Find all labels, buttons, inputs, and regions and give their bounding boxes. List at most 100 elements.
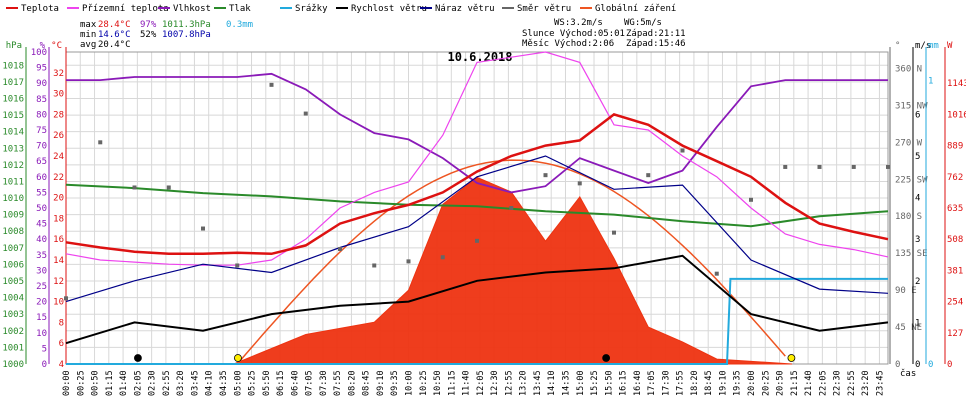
- wind-dir-point: [372, 263, 377, 268]
- info-moon-set: Západ:15:46: [626, 39, 686, 49]
- stat-text: 52%: [140, 30, 157, 40]
- x-tick-label: 13:20: [519, 370, 529, 396]
- axis-unit: W: [947, 41, 953, 51]
- axis-tick-label: 6: [59, 339, 64, 349]
- x-tick-label: 21:15: [790, 370, 800, 396]
- x-tick-label: 11:40: [462, 370, 472, 396]
- axis-tick-label: 508: [947, 235, 963, 245]
- axis-tick-label: 50: [36, 204, 47, 214]
- series-radiation-theoretical: [236, 159, 786, 365]
- x-tick-label: 05:25: [248, 370, 258, 396]
- axis-tick-label: 1015: [2, 111, 24, 121]
- axis-unit: %: [40, 41, 46, 51]
- x-tick-label: 03:20: [176, 370, 186, 396]
- wind-dir-point: [338, 247, 342, 252]
- axis-tick-label: 889: [947, 142, 963, 152]
- x-tick-label: 17:30: [661, 370, 671, 396]
- axis-tick-label: 254: [947, 298, 963, 308]
- stat-text: min: [80, 30, 96, 40]
- moonset-marker: [602, 354, 611, 362]
- x-tick-label: 14:35: [561, 370, 571, 396]
- wind-dir-point: [406, 259, 411, 264]
- axis-tick-label: 22: [53, 173, 64, 183]
- axis-tick-label: 45: [36, 220, 47, 230]
- axis-tick-label: 16: [53, 235, 64, 245]
- axis-tick-label: 1014: [2, 128, 24, 138]
- wind-dir-point: [851, 164, 856, 169]
- axis-tick-label: 24: [53, 152, 64, 162]
- x-tick-label: 00:25: [76, 370, 86, 396]
- legend-label: Tlak: [229, 4, 251, 14]
- wind-dir-point: [235, 263, 240, 268]
- axis-tick-label: 1005: [2, 277, 24, 287]
- axis-unit: °: [895, 41, 900, 51]
- info-sun-set: Západ:21:11: [626, 29, 686, 39]
- axis-tick-label: 1004: [2, 294, 24, 304]
- x-tick-label: 14:10: [547, 370, 557, 396]
- x-tick-label: 11:15: [447, 370, 457, 396]
- axis-tick-label: 1000: [2, 360, 24, 370]
- axis-tick-label: 4: [59, 360, 64, 370]
- info-wg: WG:5m/s: [624, 18, 662, 28]
- axis-tick-label: 65: [36, 157, 47, 167]
- axis-tick-label: 8: [59, 318, 64, 328]
- wind-dir-point: [646, 173, 651, 178]
- wind-dir-point: [132, 185, 137, 190]
- axis-tick-label: 762: [947, 173, 963, 183]
- series-ground-temp: [65, 51, 889, 266]
- axis-tick-label: 90: [36, 79, 47, 89]
- wind-dir-point: [98, 140, 103, 145]
- x-tick-label: 15:50: [604, 370, 614, 396]
- x-tick-label: 03:45: [190, 370, 200, 396]
- axis-tick-label: 1: [928, 76, 933, 86]
- axis-tick-label: 1006: [2, 260, 24, 270]
- x-tick-label: 16:15: [619, 370, 629, 396]
- axis-tick-label: 35: [36, 251, 47, 261]
- axis-tick-label: 80: [36, 110, 47, 120]
- x-axis-label: čas: [900, 368, 916, 379]
- x-tick-label: 08:20: [347, 370, 357, 396]
- axis-tick-label: 1016: [2, 94, 24, 104]
- axis-tick-label: 18: [53, 214, 64, 224]
- wind-dir-point: [817, 164, 822, 169]
- x-tick-label: 19:10: [718, 370, 728, 396]
- x-tick-label: 19:35: [733, 370, 743, 396]
- series-wind-gust: [65, 155, 889, 303]
- axis-tick-label: 0: [915, 360, 920, 370]
- x-tick-label: 01:40: [119, 370, 129, 396]
- legend-label: Náraz větru: [435, 4, 495, 14]
- axis-unit: mm: [928, 41, 939, 51]
- axis-tick-label: 1008: [2, 227, 24, 237]
- x-tick-label: 23:20: [861, 370, 871, 396]
- wind-dir-point: [783, 164, 788, 169]
- axis-tick-label: 1143: [947, 79, 966, 89]
- series-pressure: [65, 183, 889, 228]
- axis-tick-label: 1011: [2, 177, 24, 187]
- wind-dir-point: [509, 206, 514, 210]
- axis-unit: °C: [51, 41, 62, 51]
- stat-text: 28.4°C: [98, 20, 131, 30]
- axis-tick-label: 55: [36, 188, 47, 198]
- x-tick-label: 15:00: [576, 370, 586, 396]
- axis-tick-label: 225 SW: [895, 175, 928, 185]
- x-tick-label: 02:05: [133, 370, 143, 396]
- axis-tick-label: 1012: [2, 161, 24, 171]
- legend-label: Směr větru: [517, 4, 571, 14]
- axis-tick-label: 135 SE: [895, 249, 928, 259]
- axis-tick-label: 28: [53, 110, 64, 120]
- wind-dir-point: [577, 181, 582, 186]
- wind-dir-point: [166, 185, 171, 190]
- wind-dir-point: [440, 255, 445, 260]
- axis-tick-label: 95: [36, 64, 47, 74]
- legend-label: Rychlost větru: [351, 4, 427, 14]
- axis-tick-label: 5: [42, 344, 47, 354]
- axis-unit: hPa: [6, 41, 22, 51]
- axis-tick-label: 3: [915, 235, 920, 245]
- axis-tick-label: 2: [915, 277, 920, 287]
- stat-text: avg: [80, 40, 96, 50]
- stat-text: max: [80, 20, 97, 30]
- axis-tick-label: 20: [36, 298, 47, 308]
- axis-tick-label: 30: [36, 266, 47, 276]
- axis-tick-label: 127: [947, 329, 963, 339]
